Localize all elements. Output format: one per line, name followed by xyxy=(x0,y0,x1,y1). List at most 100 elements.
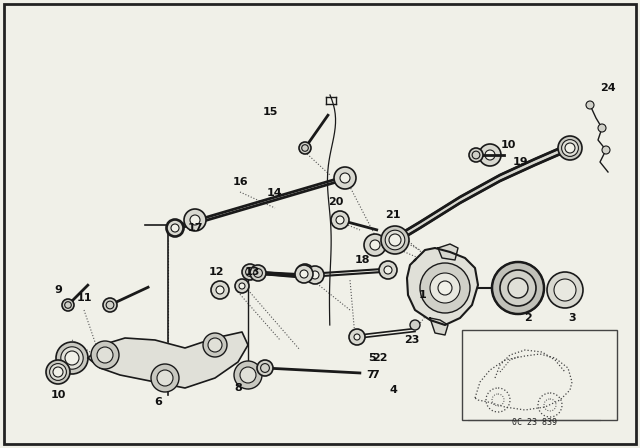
Text: 12: 12 xyxy=(208,267,224,277)
Circle shape xyxy=(56,342,88,374)
Circle shape xyxy=(203,333,227,357)
Circle shape xyxy=(565,143,575,153)
Circle shape xyxy=(240,367,256,383)
Text: 3: 3 xyxy=(568,313,576,323)
Circle shape xyxy=(558,136,582,160)
Text: 9: 9 xyxy=(54,285,62,295)
Text: 21: 21 xyxy=(385,210,401,220)
Text: 7: 7 xyxy=(366,370,374,380)
Text: 20: 20 xyxy=(328,197,344,207)
Text: 5: 5 xyxy=(368,353,376,363)
Circle shape xyxy=(299,142,311,154)
Circle shape xyxy=(354,334,360,340)
Circle shape xyxy=(492,262,544,314)
Text: 0C 23 839: 0C 23 839 xyxy=(513,418,557,427)
Circle shape xyxy=(379,261,397,279)
Circle shape xyxy=(469,148,483,162)
Circle shape xyxy=(300,270,308,278)
Circle shape xyxy=(410,320,420,330)
Circle shape xyxy=(554,279,576,301)
Circle shape xyxy=(598,124,606,132)
Polygon shape xyxy=(407,248,478,325)
Circle shape xyxy=(389,234,401,246)
Polygon shape xyxy=(430,318,448,335)
Circle shape xyxy=(190,215,200,225)
Circle shape xyxy=(151,364,179,392)
Circle shape xyxy=(508,278,528,298)
Text: 11: 11 xyxy=(76,293,92,303)
Circle shape xyxy=(166,219,184,237)
Circle shape xyxy=(492,262,544,314)
Circle shape xyxy=(384,266,392,274)
Circle shape xyxy=(381,226,409,254)
Circle shape xyxy=(334,167,356,189)
Circle shape xyxy=(208,338,222,352)
Circle shape xyxy=(211,281,229,299)
Text: 24: 24 xyxy=(600,83,616,93)
Circle shape xyxy=(586,101,594,109)
Text: 16: 16 xyxy=(232,177,248,187)
Circle shape xyxy=(602,146,610,154)
Text: 23: 23 xyxy=(404,335,420,345)
Circle shape xyxy=(235,279,249,293)
Polygon shape xyxy=(438,244,458,260)
Text: 7: 7 xyxy=(371,370,379,380)
Text: 13: 13 xyxy=(244,267,260,277)
Text: 15: 15 xyxy=(262,107,278,117)
Circle shape xyxy=(547,272,583,308)
Polygon shape xyxy=(395,145,570,243)
Circle shape xyxy=(370,240,380,250)
Circle shape xyxy=(349,329,365,345)
Circle shape xyxy=(103,298,117,312)
Circle shape xyxy=(301,269,309,277)
Circle shape xyxy=(364,234,386,256)
Text: 1: 1 xyxy=(419,290,427,300)
Text: 10: 10 xyxy=(51,390,66,400)
Circle shape xyxy=(62,299,74,311)
Circle shape xyxy=(500,270,536,306)
Circle shape xyxy=(385,230,405,250)
Circle shape xyxy=(295,265,313,283)
Text: 17: 17 xyxy=(188,223,203,233)
Circle shape xyxy=(485,150,495,160)
Circle shape xyxy=(336,216,344,224)
Circle shape xyxy=(438,281,452,295)
Circle shape xyxy=(562,140,579,156)
Polygon shape xyxy=(88,332,248,388)
Circle shape xyxy=(311,271,319,279)
Text: 6: 6 xyxy=(154,397,162,407)
Circle shape xyxy=(91,341,119,369)
Text: 14: 14 xyxy=(267,188,283,198)
Text: 4: 4 xyxy=(389,385,397,395)
Circle shape xyxy=(46,360,70,384)
Circle shape xyxy=(296,264,314,282)
Circle shape xyxy=(61,347,83,369)
Circle shape xyxy=(97,347,113,363)
Circle shape xyxy=(250,265,266,281)
Circle shape xyxy=(216,286,224,294)
Circle shape xyxy=(53,367,63,377)
Circle shape xyxy=(382,235,398,251)
Circle shape xyxy=(479,144,501,166)
Circle shape xyxy=(242,264,258,280)
Circle shape xyxy=(420,263,470,313)
Circle shape xyxy=(234,361,262,389)
Circle shape xyxy=(387,240,393,246)
Circle shape xyxy=(50,364,67,380)
Circle shape xyxy=(306,266,324,284)
Circle shape xyxy=(340,173,350,183)
Bar xyxy=(462,330,617,420)
Text: 19: 19 xyxy=(512,157,528,167)
Circle shape xyxy=(333,213,347,227)
Text: 22: 22 xyxy=(372,353,388,363)
Text: 8: 8 xyxy=(234,383,242,393)
Circle shape xyxy=(171,224,179,232)
Circle shape xyxy=(508,278,528,298)
Circle shape xyxy=(257,360,273,376)
Circle shape xyxy=(184,209,206,231)
Circle shape xyxy=(430,273,460,303)
Text: 2: 2 xyxy=(524,313,532,323)
Circle shape xyxy=(157,370,173,386)
Circle shape xyxy=(500,270,536,306)
Text: 10: 10 xyxy=(500,140,516,150)
